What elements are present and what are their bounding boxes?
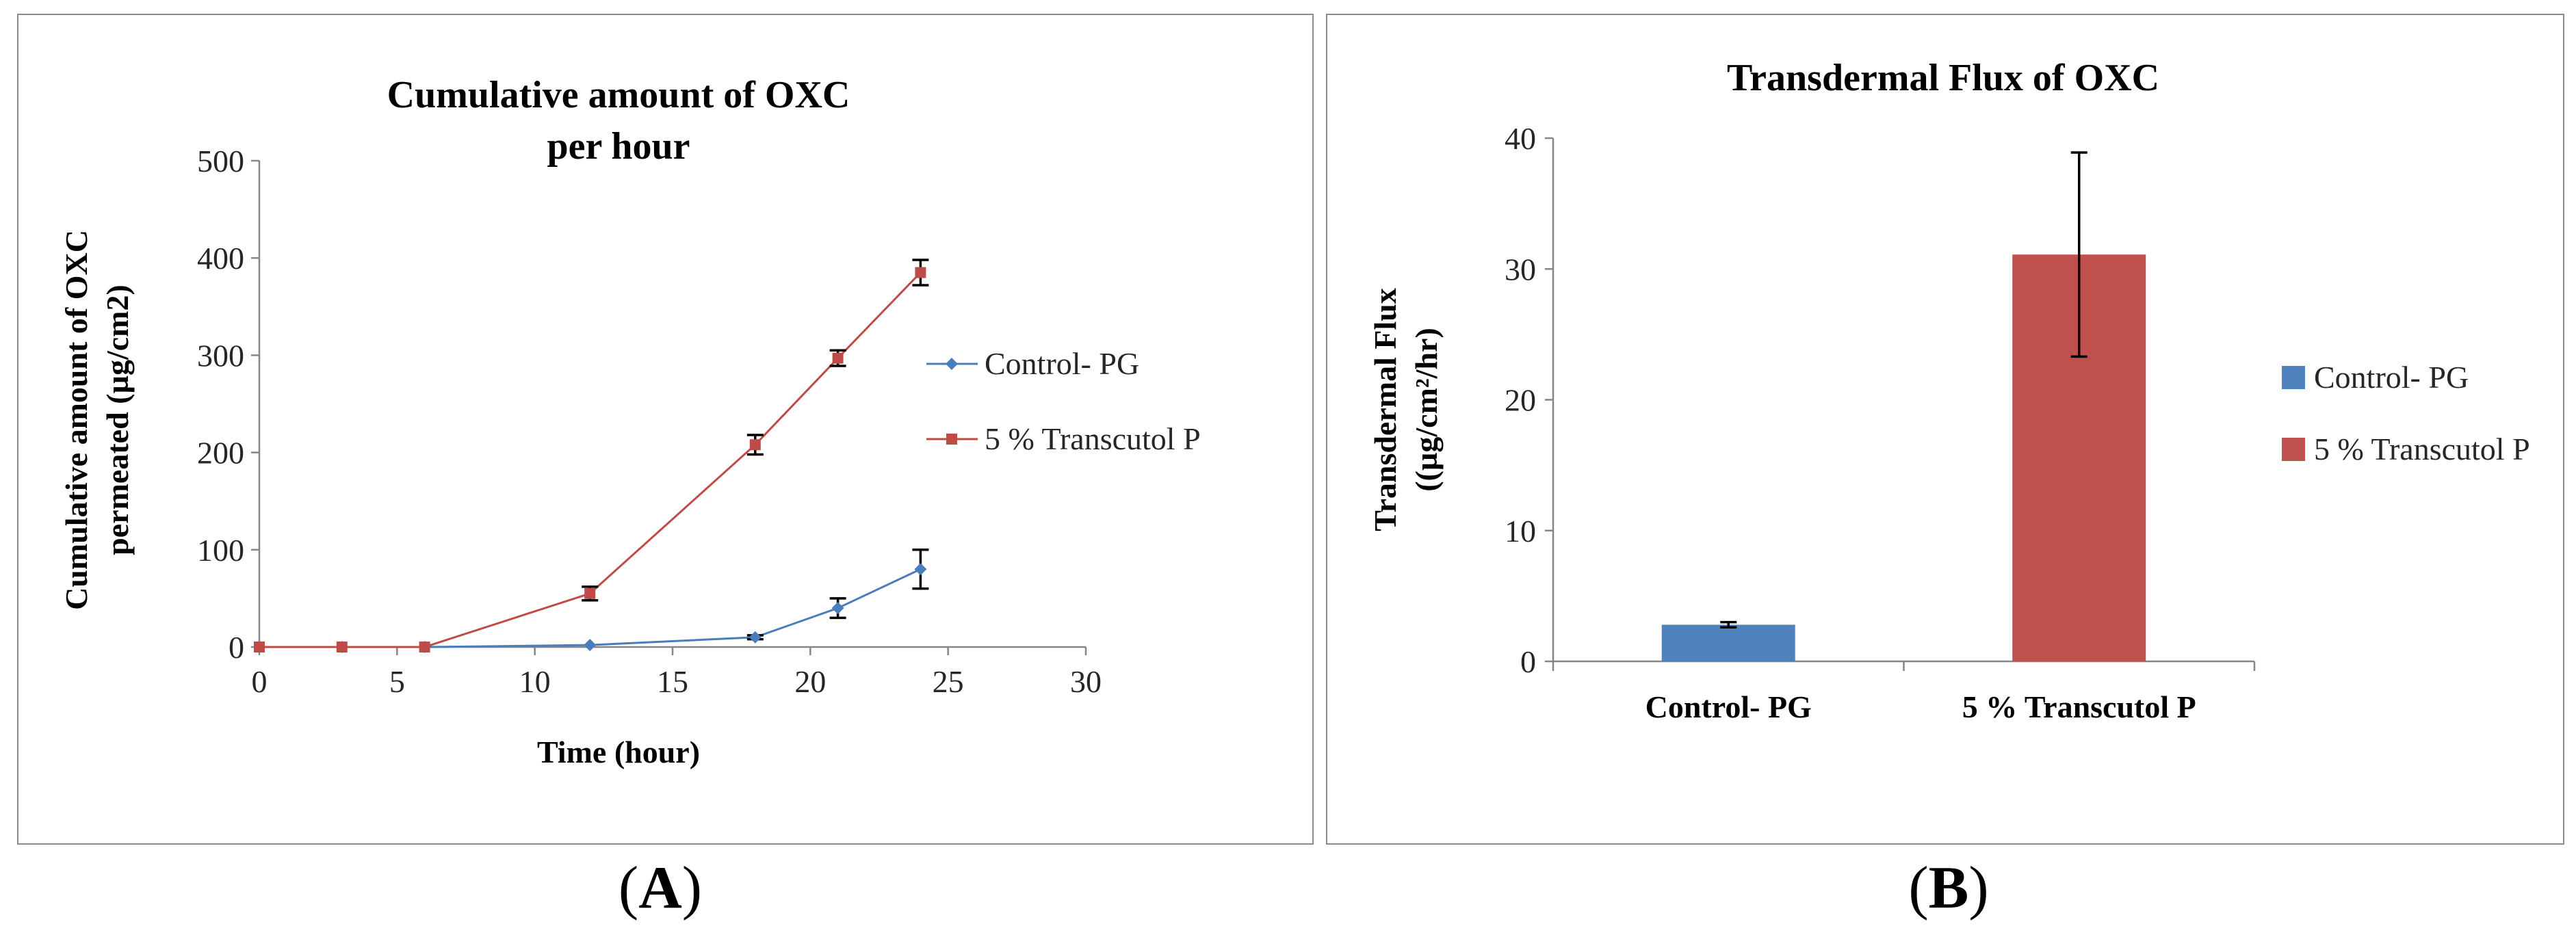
chart-a-data-point [254,642,265,652]
chart-b-y-title-line-2: ((µg/cm²/hr) [1409,328,1444,492]
chart-b-y-tick-label: 30 [1505,252,1536,287]
panel-a-line-chart: Cumulative amount of OXC per hour Cumula… [17,14,1314,845]
chart-a-legend-label: Control- PG [985,346,1139,381]
chart-a-data-point [419,642,430,652]
chart-a-title-line-1: Cumulative amount of OXC [387,74,850,116]
chart-a-axes: 0 100 200 300 400 500 0 5 10 15 20 25 30 [197,144,1102,699]
chart-a-data-point [584,639,597,652]
caption-b: (B) [1908,855,1989,921]
chart-b-bar [1661,624,1795,661]
chart-a-y-tick-label: 200 [197,436,244,471]
line-chart-svg: Cumulative amount of OXC per hour Cumula… [59,74,1201,769]
chart-a-data-point [832,352,844,364]
chart-a-y-title-line-2: permeated (µg/cm2) [100,285,135,555]
chart-a-x-tick-label: 0 [252,664,268,699]
chart-b-legend-label: 5 % Transcutol P [2314,432,2530,466]
chart-a-data-point [915,267,926,278]
chart-a-x-tick-label: 10 [519,664,551,699]
chart-b-category-label: Control- PG [1645,689,1812,724]
chart-a-data-point [584,588,596,599]
chart-b-category-label: 5 % Transcutol P [1962,689,2196,724]
chart-a-data-point [749,439,761,451]
chart-a-data-point [336,642,348,652]
chart-a-series [253,259,929,653]
chart-a-y-title-line-1: Cumulative amount of OXC [59,230,94,610]
chart-a-x-tick-label: 30 [1070,664,1102,699]
chart-a-x-tick-label: 20 [794,664,826,699]
caption-a-letter: A [638,855,682,921]
chart-a-y-tick-label: 100 [197,533,244,568]
chart-b-bars [1661,151,2146,661]
chart-a-y-tick-label: 400 [197,241,244,276]
chart-b-y-tick-label: 40 [1505,121,1536,156]
chart-a-x-tick-label: 5 [389,664,405,699]
chart-a-y-tick-label: 0 [229,630,244,665]
bar-chart-svg: Transdermal Flux of OXC Transdermal Flux… [1368,57,2530,724]
chart-a-x-title: Time (hour) [537,735,700,769]
chart-a-data-point [831,602,844,615]
caption-a: (A) [618,855,703,921]
chart-b-y-tick-label: 20 [1505,383,1536,418]
chart-b-legend-swatch [2282,366,2305,389]
chart-b-axes: 0 10 20 30 40 Control- PG 5 % Transcutol P [1505,121,2256,724]
chart-a-data-point [749,631,762,644]
caption-b-letter: B [1928,855,1969,921]
chart-b-legend-swatch [2282,438,2305,461]
chart-b-y-title-line-1: Transdermal Flux [1368,288,1403,531]
chart-b-y-tick-label: 10 [1505,514,1536,549]
chart-b-y-tick-label: 0 [1520,644,1536,679]
chart-b-legend-label: Control- PG [2314,360,2469,395]
chart-a-y-tick-label: 300 [197,338,244,373]
chart-a-legend: Control- PG 5 % Transcutol P [926,346,1201,456]
chart-a-x-tick-label: 25 [933,664,964,699]
chart-b-legend: Control- PG 5 % Transcutol P [2282,360,2530,466]
chart-a-y-tick-label: 500 [197,144,244,179]
chart-b-title: Transdermal Flux of OXC [1727,57,2159,99]
chart-a-legend-label: 5 % Transcutol P [985,421,1201,456]
chart-a-series-line-1 [259,568,922,648]
chart-a-title-line-2: per hour [547,125,690,168]
chart-a-data-point [914,563,927,576]
chart-a-x-tick-label: 15 [657,664,688,699]
panel-b-bar-chart: Transdermal Flux of OXC Transdermal Flux… [1326,14,2564,845]
chart-a-legend-marker [946,358,958,370]
chart-a-legend-marker [946,434,957,445]
